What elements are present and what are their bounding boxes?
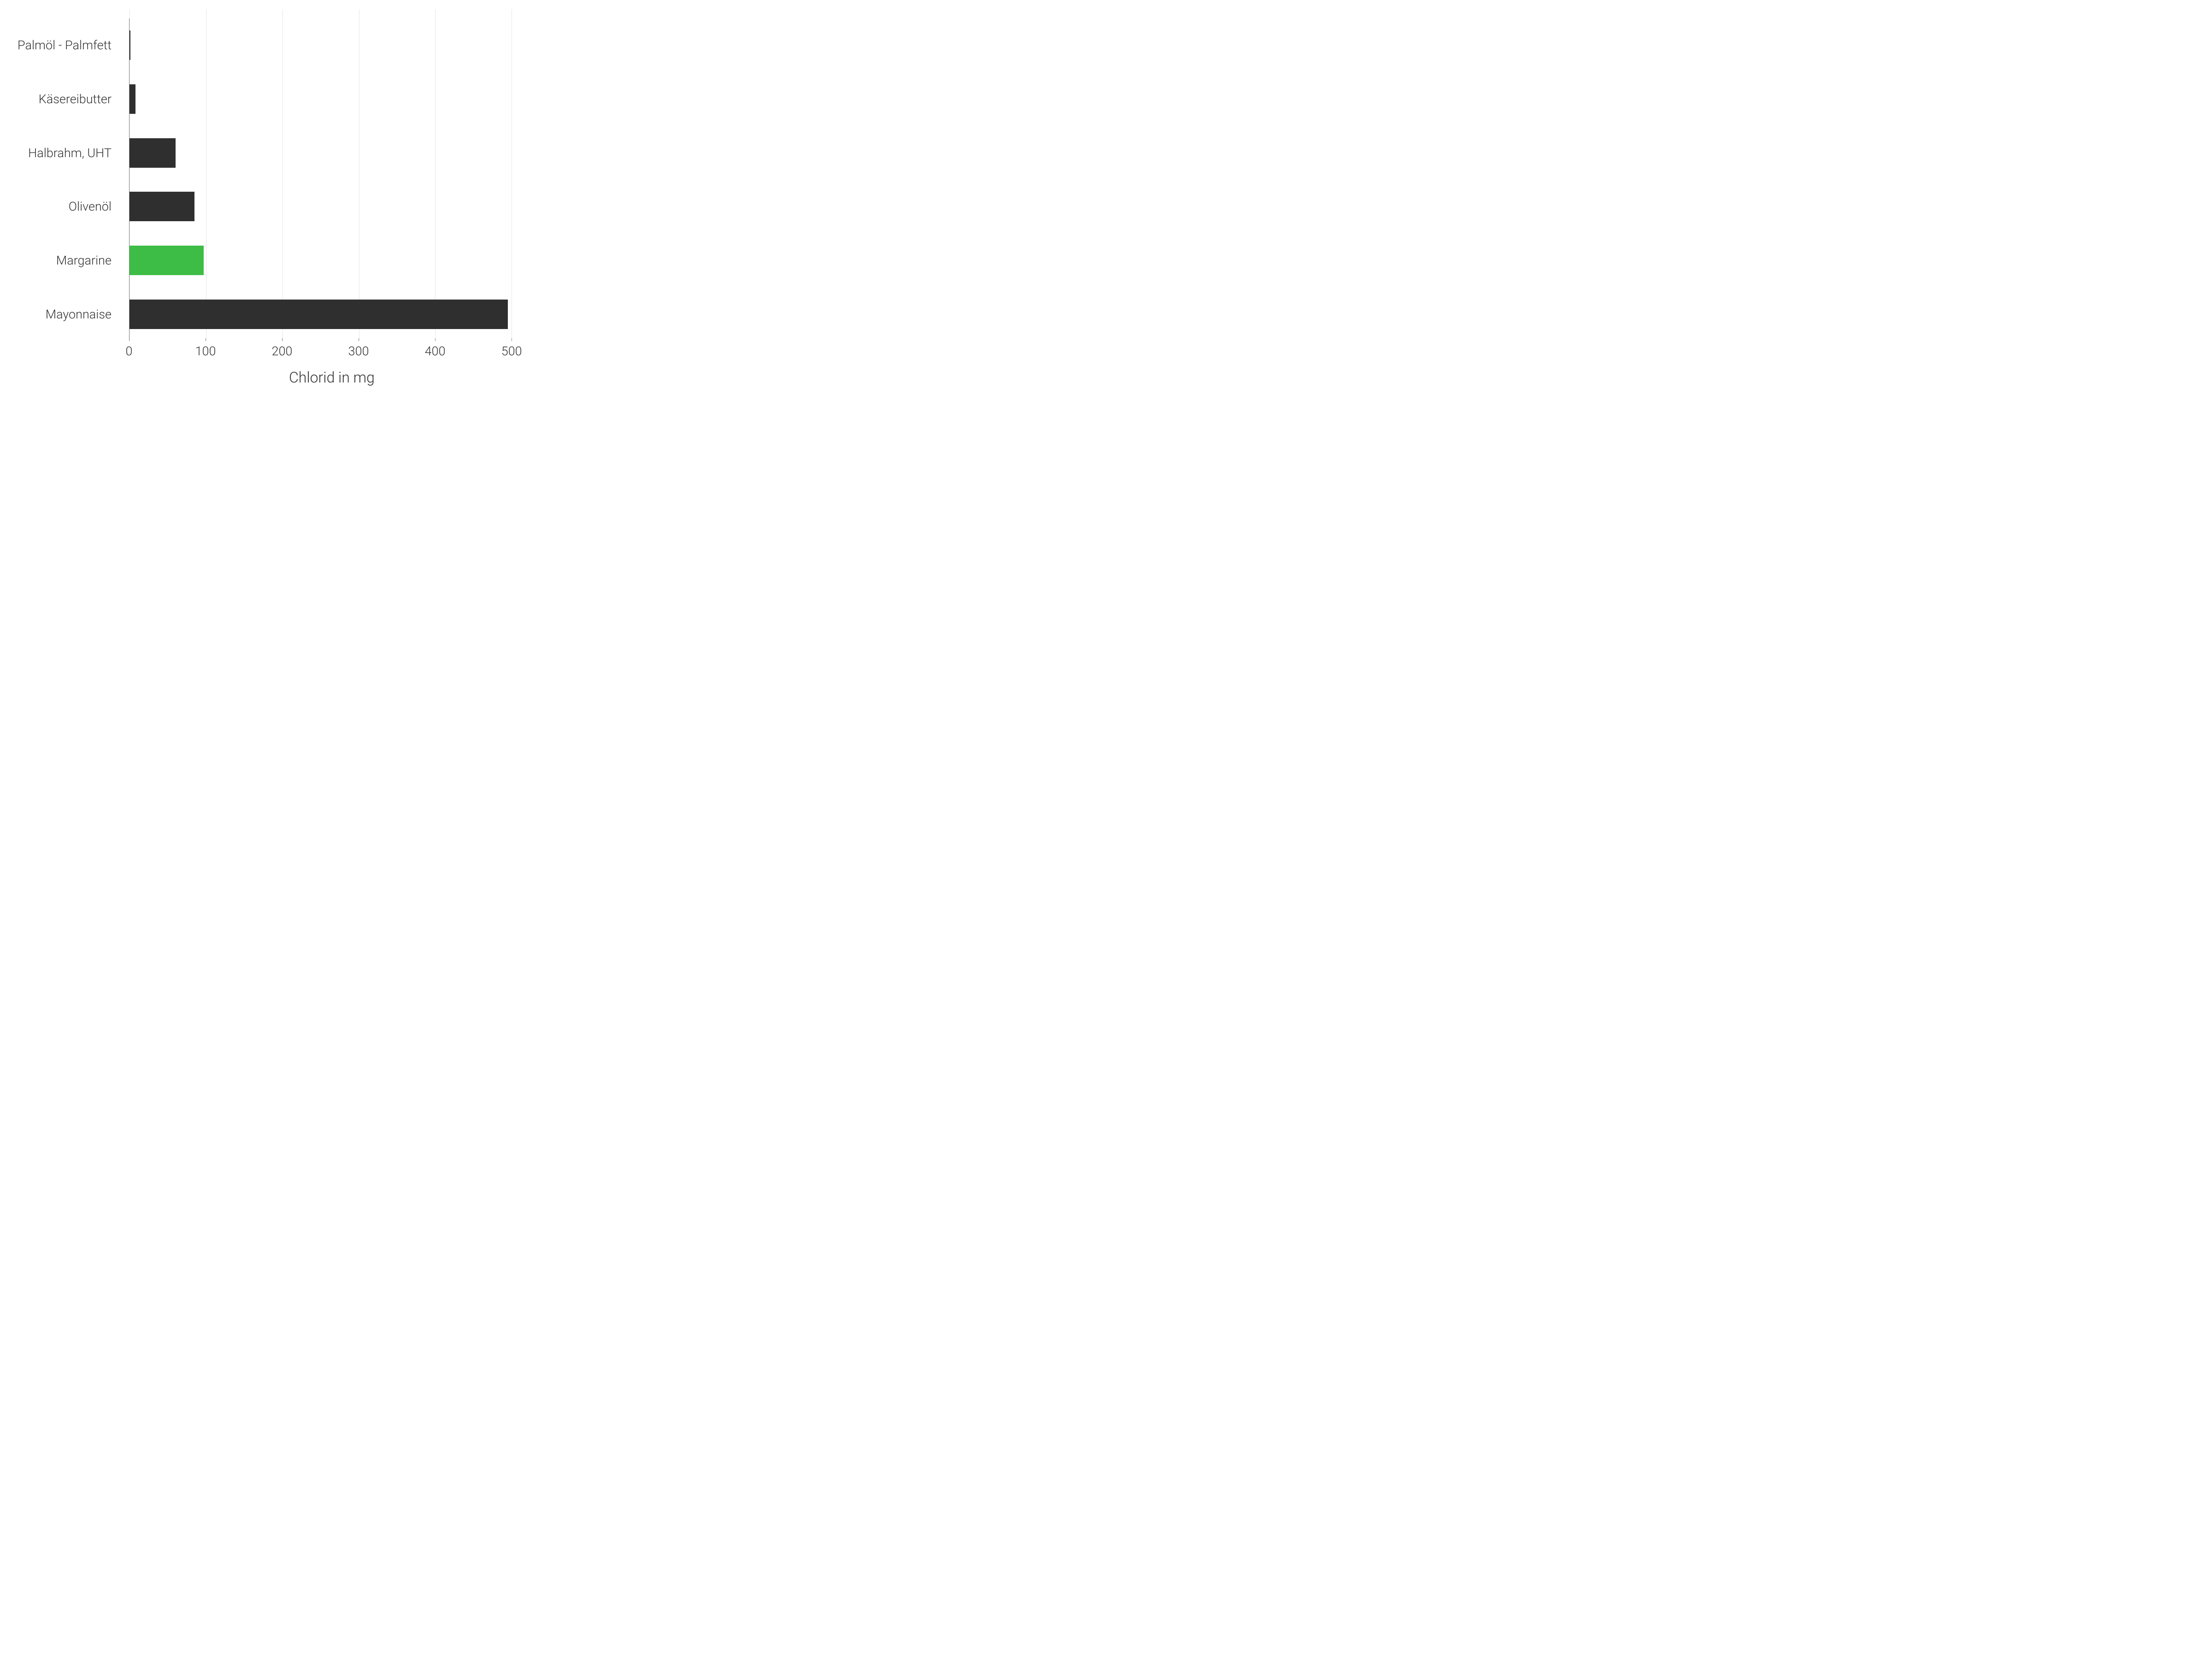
bar [129,84,135,114]
y-axis-labels: Palmöl - PalmfettKäsereibutterHalbrahm, … [9,18,120,341]
x-tick-label: 500 [501,344,522,359]
x-axis-title: Chlorid in mg [129,369,535,386]
y-axis-label: Mayonnaise [9,287,120,341]
bars-area [129,18,535,341]
plot-area: Palmöl - PalmfettKäsereibutterHalbrahm, … [9,18,535,396]
y-axis-label: Olivenöl [9,180,120,234]
bar [129,192,194,221]
chart-container: Palmöl - PalmfettKäsereibutterHalbrahm, … [0,0,553,415]
bar-row [129,30,535,60]
x-tick-label: 400 [425,344,446,359]
x-tick-label: 0 [126,344,133,359]
bar-row [129,300,535,329]
x-axis-ticks: 0 100 200 300 400 500 [129,341,535,364]
bar-row [129,192,535,221]
bar [129,300,508,329]
y-axis-label: Käsereibutter [9,72,120,126]
y-axis-label: Palmöl - Palmfett [9,18,120,72]
y-axis-label: Margarine [9,234,120,288]
bar-row [129,84,535,114]
x-tick-label: 100 [195,344,216,359]
y-axis-label: Halbrahm, UHT [9,126,120,180]
bar [129,138,176,168]
bar [129,30,130,60]
x-tick-label: 200 [272,344,293,359]
bar-row [129,138,535,168]
x-axis: 0 100 200 300 400 500 Chlorid in mg [129,341,535,396]
bar-row [129,246,535,275]
bar [129,246,204,275]
x-tick-label: 300 [348,344,369,359]
